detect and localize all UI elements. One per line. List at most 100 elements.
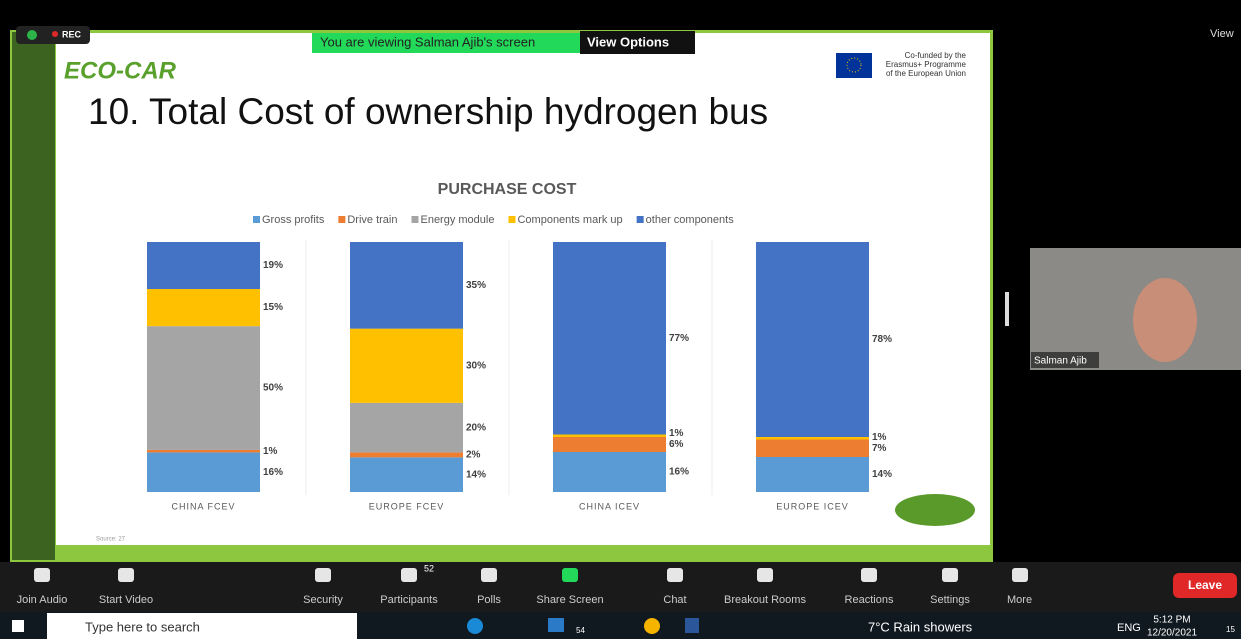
toolbar-label[interactable]: Settings (930, 594, 970, 606)
toolbar-icon[interactable] (1012, 568, 1028, 582)
cofunded: Erasmus+ Programme (886, 60, 967, 69)
toolbar-label[interactable]: Chat (663, 594, 686, 606)
bar-segment (553, 435, 666, 438)
view-options[interactable]: View Options (587, 34, 669, 49)
data-label: 15% (263, 302, 283, 313)
toolbar (0, 562, 1241, 612)
toolbar-icon[interactable] (118, 568, 134, 582)
participants-count: 52 (424, 563, 434, 573)
toolbar-icon[interactable] (942, 568, 958, 582)
time: 5:12 PM (1153, 615, 1190, 626)
toolbar-icon[interactable] (315, 568, 331, 582)
bar-segment (553, 437, 666, 452)
legend-swatch (411, 216, 418, 223)
badge: 54 (576, 626, 585, 635)
toolbar-label[interactable]: Participants (380, 594, 438, 606)
bar-segment (147, 326, 260, 450)
bar-segment (350, 242, 463, 329)
data-label: 1% (263, 446, 278, 457)
splitter[interactable] (1005, 292, 1009, 326)
bar-segment (756, 437, 869, 440)
toolbar-label[interactable]: Share Screen (536, 594, 603, 606)
bar-segment (147, 289, 260, 326)
bar-segment (147, 452, 260, 492)
screen: ECO-CAR Co-funded by the Erasmus+ Progra… (0, 0, 1241, 639)
toolbar-icon[interactable] (34, 568, 50, 582)
x-tick-label: CHINA FCEV (171, 501, 235, 511)
toolbar-icon[interactable] (667, 568, 683, 582)
chrome-icon[interactable] (644, 618, 660, 634)
toolbar-label[interactable]: Security (303, 594, 343, 606)
toolbar-label[interactable]: More (1007, 594, 1032, 606)
speaker (1133, 278, 1197, 362)
data-label: 30% (466, 360, 486, 371)
logo: ECO-CAR (64, 57, 177, 84)
search-placeholder[interactable]: Type here to search (85, 619, 200, 634)
x-tick-label: EUROPE FCEV (369, 501, 445, 511)
data-label: 77% (669, 333, 689, 344)
toolbar-label[interactable]: Join Audio (17, 594, 68, 606)
toolbar-icon[interactable] (757, 568, 773, 582)
data-label: 6% (669, 439, 684, 450)
shield-icon (27, 30, 37, 40)
toolbar-label[interactable]: Start Video (99, 594, 153, 606)
notifications[interactable]: 15 (1226, 625, 1235, 634)
cofunded: Co-funded by the (905, 51, 967, 60)
data-label: 14% (466, 469, 486, 480)
start-button[interactable] (12, 620, 24, 632)
weather: 7°C Rain showers (868, 619, 973, 634)
bar-segment (147, 450, 260, 452)
data-label: 1% (669, 428, 684, 439)
legend-swatch (637, 216, 644, 223)
rec-dot (52, 31, 58, 37)
data-label: 16% (669, 467, 689, 478)
toolbar-icon[interactable] (562, 568, 578, 582)
legend-swatch (253, 216, 260, 223)
slide-title: 10. Total Cost of ownership hydrogen bus (88, 91, 768, 132)
bar-segment (756, 242, 869, 437)
page: ECO-CAR Co-funded by the Erasmus+ Progra… (0, 0, 1241, 639)
zoom-icon[interactable] (548, 618, 564, 632)
bar-segment (350, 403, 463, 453)
bar-segment (553, 452, 666, 492)
legend-label: Energy module (420, 214, 494, 226)
toolbar-label[interactable]: Breakout Rooms (724, 594, 806, 606)
cofunded: of the European Union (886, 69, 966, 78)
legend-swatch (338, 216, 345, 223)
data-label: 7% (872, 443, 887, 454)
data-label: 1% (872, 432, 887, 443)
participant-name: Salman Ajib (1034, 356, 1087, 367)
data-label: 35% (466, 280, 486, 291)
bar-segment (350, 457, 463, 492)
rec: REC (62, 29, 82, 39)
banner-text: You are viewing Salman Ajib's screen (320, 34, 535, 49)
legend-label: Drive train (347, 214, 397, 226)
language: ENG (1117, 622, 1141, 634)
x-tick-label: CHINA ICEV (579, 501, 640, 511)
chart-title: PURCHASE COST (438, 181, 577, 198)
legend-label: Gross profits (262, 214, 325, 226)
view-button[interactable]: View (1210, 28, 1234, 40)
toolbar-label[interactable]: Polls (477, 594, 501, 606)
bar-segment (756, 440, 869, 458)
legend-label: Components mark up (517, 214, 622, 226)
car-image (895, 494, 975, 526)
leave[interactable]: Leave (1188, 578, 1222, 592)
toolbar-icon[interactable] (481, 568, 497, 582)
slide-sidebar (12, 32, 55, 560)
toolbar-label[interactable]: Reactions (845, 594, 894, 606)
eu-flag (836, 53, 872, 78)
bar-segment (350, 452, 463, 457)
toolbar-icon[interactable] (861, 568, 877, 582)
legend-label: other components (646, 214, 735, 226)
source: Source: 27 (96, 537, 126, 543)
toolbar-icon[interactable] (401, 568, 417, 582)
word-icon[interactable] (685, 618, 699, 633)
x-tick-label: EUROPE ICEV (776, 501, 849, 511)
data-label: 14% (872, 469, 892, 480)
data-label: 78% (872, 334, 892, 345)
edge-icon[interactable] (467, 618, 483, 634)
bar-segment (147, 242, 260, 289)
legend-swatch (508, 216, 515, 223)
data-label: 20% (466, 422, 486, 433)
